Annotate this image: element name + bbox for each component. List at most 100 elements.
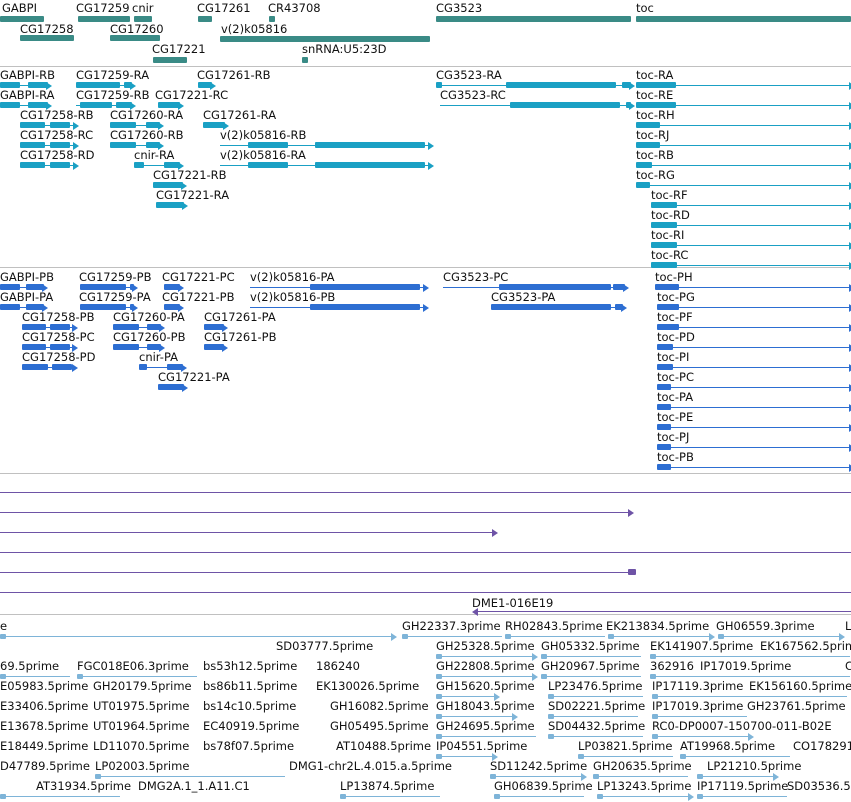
est-label-gh24695-5prime[interactable]: GH24695.5prime (436, 719, 535, 733)
transcript-v-2-k05816-rb-exon[interactable] (315, 142, 425, 148)
est-label-gh23761-5prime[interactable]: GH23761.5prime (747, 699, 846, 713)
est-label-e05983-5prime[interactable]: E05983.5prime (0, 679, 89, 693)
protein-cg17258-pb-exon[interactable] (22, 324, 46, 330)
transcript-label-toc-rj[interactable]: toc-RJ (636, 128, 670, 142)
gene-label-cg17258[interactable]: CG17258 (20, 22, 74, 36)
est-label-d47789-5prime[interactable]: D47789.5prime (0, 759, 90, 773)
est-label-362916[interactable]: 362916 (650, 659, 694, 673)
transcript-cg17258-rc-exon[interactable] (50, 142, 70, 148)
transcript-cg17259-ra-exon[interactable] (124, 82, 132, 88)
est-alignment-block[interactable] (652, 714, 658, 719)
protein-toc-pb-exon[interactable] (657, 464, 671, 470)
transcript-label-toc-rc[interactable]: toc-RC (651, 248, 689, 262)
est-label-dmg2a-1-1-a11-c1[interactable]: DMG2A.1_1.A11.C1 (138, 779, 250, 793)
protein-cg17258-pb-exon[interactable] (50, 324, 70, 330)
transcript-label-v-2-k05816-ra[interactable]: v(2)k05816-RA (220, 148, 306, 162)
transcript-cg17259-rb-exon[interactable] (80, 102, 112, 108)
transcript-label-cg17221-rb[interactable]: CG17221-RB (153, 168, 227, 182)
transcript-cg17261-rb-exon[interactable] (198, 82, 212, 88)
est-label-ip04551-5prime[interactable]: IP04551.5prime (436, 739, 528, 753)
protein-v-2-k05816-pa-exon[interactable] (310, 284, 420, 290)
transcript-label-cg17221-rc[interactable]: CG17221-RC (155, 88, 229, 102)
protein-cg17221-pa-exon[interactable] (158, 384, 184, 390)
est-label-at31934-5prime[interactable]: AT31934.5prime (36, 779, 132, 793)
est-label-lp21210-5prime[interactable]: LP21210.5prime (707, 759, 802, 773)
protein-toc-pj-exon[interactable] (657, 444, 671, 450)
est-alignment-block[interactable] (652, 734, 658, 739)
protein-cg17258-pd-exon[interactable] (52, 364, 72, 370)
est-label-fgc018e06-3prime[interactable]: FGC018E06.3prime (77, 659, 189, 673)
est-alignment-block[interactable] (95, 774, 101, 779)
transcript-cg17221-ra-exon[interactable] (156, 202, 184, 208)
est-label-sd02221-5prime[interactable]: SD02221.5prime (548, 699, 646, 713)
transcript-gabpi-ra-exon[interactable] (0, 102, 20, 108)
gene-bar-cg17261[interactable] (198, 16, 212, 22)
est-label-ip17019-5prime[interactable]: IP17019.5prime (700, 659, 792, 673)
transcript-toc-rf-exon[interactable] (651, 202, 677, 208)
est-label-sd03777-5prime[interactable]: SD03777.5prime (276, 639, 374, 653)
est-label-gh25328-5prime[interactable]: GH25328.5prime (436, 639, 535, 653)
protein-label-toc-pf[interactable]: toc-PF (657, 310, 693, 324)
transcript-cg17258-rd-exon[interactable] (50, 162, 70, 168)
protein-label-toc-pj[interactable]: toc-PJ (657, 430, 690, 444)
protein-label-toc-pc[interactable]: toc-PC (657, 370, 694, 384)
gene-bar-cg3523[interactable] (436, 16, 631, 22)
protein-cg17258-pc-exon[interactable] (22, 344, 46, 350)
est-label-e33406-5prime[interactable]: E33406.5prime (0, 699, 89, 713)
transcript-cg17260-ra-exon[interactable] (110, 122, 136, 128)
transcript-toc-rg-exon[interactable] (636, 182, 650, 188)
transcript-label-toc-ri[interactable]: toc-RI (651, 228, 685, 242)
est-alignment-block[interactable] (340, 794, 346, 799)
est-label-186240[interactable]: 186240 (316, 659, 360, 673)
est-label-co178291[interactable]: CO178291 (793, 739, 851, 753)
est-label-lp02003-5prime[interactable]: LP02003.5prime (95, 759, 190, 773)
transcript-label-cg17258-rd[interactable]: CG17258-RD (20, 148, 95, 162)
est-alignment-block[interactable] (650, 674, 656, 679)
gene-bar-snrna-u5-23d[interactable] (302, 57, 308, 63)
est-alignment-block[interactable] (436, 674, 442, 679)
est-label-gh05332-5prime[interactable]: GH05332.5prime (541, 639, 640, 653)
est-label-lp03821-5prime[interactable]: LP03821.5prime (578, 739, 673, 753)
est-label-ek141907-5prime[interactable]: EK141907.5prime (650, 639, 754, 653)
protein-cg17259-pb-exon[interactable] (80, 284, 126, 290)
est-alignment-block[interactable] (490, 774, 496, 779)
est-label-e18449-5prime[interactable]: E18449.5prime (0, 739, 89, 753)
protein-label-cg17259-pb[interactable]: CG17259-PB (79, 270, 152, 284)
protein-label-cg17258-pb[interactable]: CG17258-PB (22, 310, 95, 324)
transcript-gabpi-rb-exon[interactable] (28, 82, 48, 88)
est-label-gh18043-5prime[interactable]: GH18043.5prime (436, 699, 535, 713)
est-alignment-block[interactable] (578, 754, 584, 759)
protein-toc-pd-exon[interactable] (657, 344, 673, 350)
est-label-gh16082-5prime[interactable]: GH16082.5prime (330, 699, 429, 713)
gene-label-cg17260[interactable]: CG17260 (110, 22, 164, 36)
est-label-e13678-5prime[interactable]: E13678.5prime (0, 719, 89, 733)
est-label-gh20179-5prime[interactable]: GH20179.5prime (93, 679, 192, 693)
protein-cnir-pa-exon[interactable] (167, 364, 183, 370)
transcript-label-cg17221-ra[interactable]: CG17221-RA (156, 188, 230, 202)
transcript-v-2-k05816-ra-exon[interactable] (315, 162, 425, 168)
protein-cg17221-pc-exon[interactable] (164, 284, 180, 290)
protein-cg17261-pb-exon[interactable] (204, 344, 224, 350)
transcript-cg3523-ra-exon[interactable] (436, 82, 442, 88)
protein-cg17258-pd-exon[interactable] (22, 364, 48, 370)
transcript-toc-rj-exon[interactable] (636, 142, 660, 148)
transcript-label-cg17259-rb[interactable]: CG17259-RB (76, 88, 150, 102)
protein-cg3523-pc-exon[interactable] (499, 284, 611, 290)
transcript-cg17221-rc-exon[interactable] (158, 102, 180, 108)
protein-cg17260-pa-exon[interactable] (147, 324, 161, 330)
protein-toc-pi-exon[interactable] (657, 364, 673, 370)
gene-label-snrna-u5-23d[interactable]: snRNA:U5:23D (302, 42, 387, 56)
est-label-gh20635-5prime[interactable]: GH20635.5prime (593, 759, 692, 773)
transcript-toc-rb-exon[interactable] (636, 162, 652, 168)
protein-cg17261-pa-exon[interactable] (204, 324, 224, 330)
est-label-gh06839-5prime[interactable]: GH06839.5prime (494, 779, 593, 793)
protein-label-gabpi-pa[interactable]: GABPI-PA (0, 290, 54, 304)
transcript-cg17261-ra-exon[interactable] (203, 122, 225, 128)
gene-label-v-2-k05816[interactable]: v(2)k05816 (221, 22, 288, 36)
est-alignment-block[interactable] (650, 654, 656, 659)
est-label-sd03536-5[interactable]: SD03536.5 (787, 779, 851, 793)
transcript-cg17259-rb-exon[interactable] (116, 102, 132, 108)
est-alignment-block[interactable] (608, 634, 614, 639)
est-label-bs86b11-5prime[interactable]: bs86b11.5prime (203, 679, 298, 693)
est-alignment-block[interactable] (697, 774, 703, 779)
